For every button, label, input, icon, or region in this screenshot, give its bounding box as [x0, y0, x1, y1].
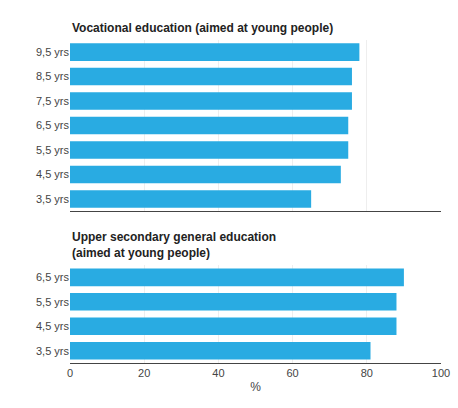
svg-text:%: % [250, 380, 261, 394]
svg-text:Upper secondary general educat: Upper secondary general education(aimed … [72, 230, 276, 260]
svg-text:20: 20 [138, 367, 150, 379]
svg-text:5,5 yrs: 5,5 yrs [36, 296, 70, 308]
svg-text:6,5 yrs: 6,5 yrs [36, 119, 70, 131]
svg-text:4,5 yrs: 4,5 yrs [36, 320, 70, 332]
svg-text:4,5 yrs: 4,5 yrs [36, 168, 70, 180]
svg-text:60: 60 [286, 367, 298, 379]
svg-text:80: 80 [361, 367, 373, 379]
svg-text:3,5 yrs: 3,5 yrs [36, 345, 70, 357]
svg-text:8,5 yrs: 8,5 yrs [36, 70, 70, 82]
svg-text:100: 100 [432, 367, 450, 379]
svg-text:40: 40 [212, 367, 224, 379]
svg-text:7,5 yrs: 7,5 yrs [36, 95, 70, 107]
svg-text:5,5 yrs: 5,5 yrs [36, 144, 70, 156]
svg-text:6,5 yrs: 6,5 yrs [36, 271, 70, 283]
svg-text:9,5 yrs: 9,5 yrs [36, 46, 70, 58]
svg-text:3,5 yrs: 3,5 yrs [36, 193, 70, 205]
svg-text:0: 0 [67, 367, 73, 379]
svg-text:Vocational education (aimed at: Vocational education (aimed at young peo… [72, 21, 333, 35]
